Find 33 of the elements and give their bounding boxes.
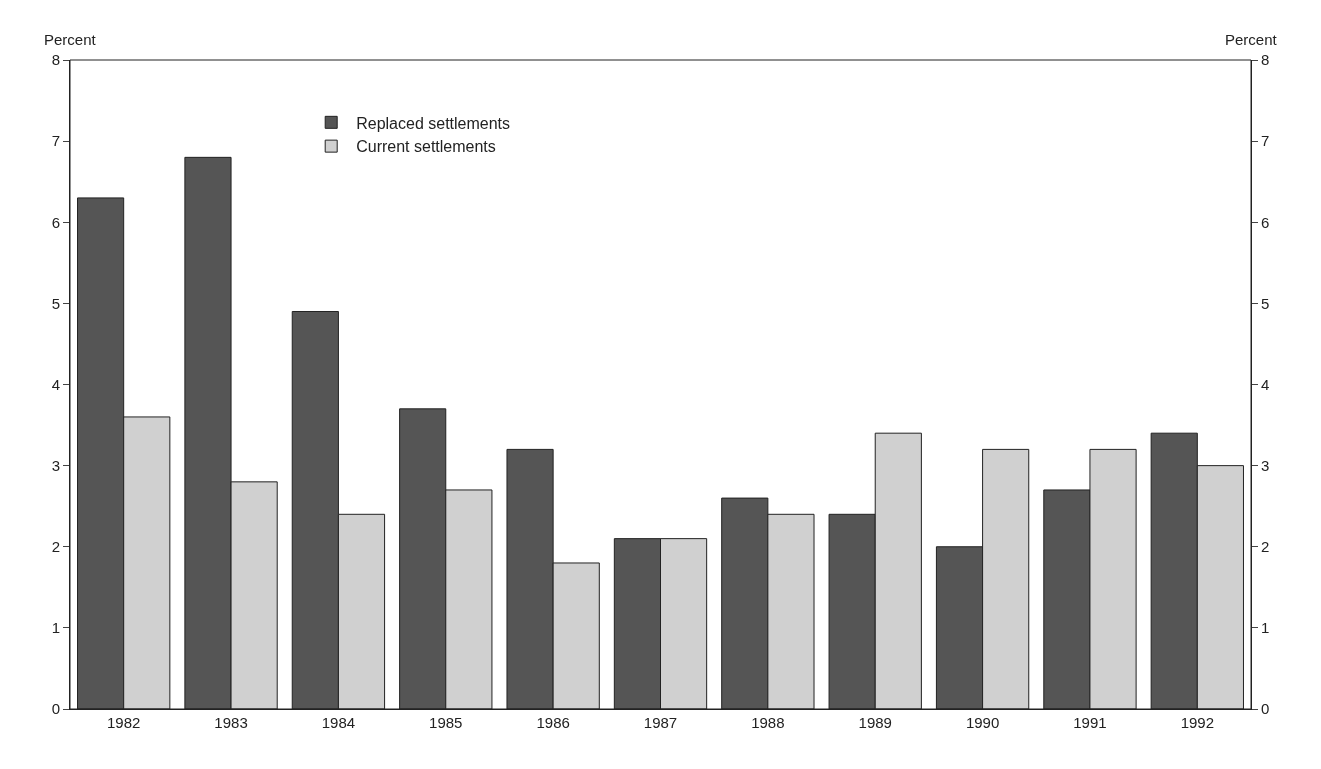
y2-axis-title: Percent xyxy=(1225,31,1278,48)
x-tick-label: 1987 xyxy=(643,714,678,731)
y-tick-label: 4 xyxy=(51,375,60,393)
x-tick-label: 1989 xyxy=(858,714,892,731)
y-tick-label: 7 xyxy=(51,132,60,150)
y2-tick-label: 8 xyxy=(1261,51,1270,69)
y2-tick-label: 3 xyxy=(1261,456,1270,474)
x-tick-label: 1983 xyxy=(214,714,248,731)
x-tick-label: 1988 xyxy=(751,714,785,731)
y-tick-label: 5 xyxy=(51,294,60,312)
y-axis-title: Percent xyxy=(44,31,97,48)
x-tick-label: 1992 xyxy=(1180,714,1215,731)
legend-label: Replaced settlements xyxy=(356,114,511,132)
y-tick-label: 2 xyxy=(51,538,60,555)
x-tick-label: 1982 xyxy=(106,714,141,731)
y2-tick-label: 1 xyxy=(1261,619,1270,637)
x-tick-label: 1984 xyxy=(321,714,356,731)
y2-tick-label: 0 xyxy=(1261,700,1270,718)
y-tick-label: 0 xyxy=(51,700,60,718)
x-tick-label: 1986 xyxy=(536,714,570,731)
y-tick-label: 6 xyxy=(51,213,60,231)
y-tick-label: 3 xyxy=(51,456,60,474)
x-tick-label: 1985 xyxy=(429,714,463,731)
x-tick-label: 1990 xyxy=(965,714,1000,731)
y2-tick-label: 6 xyxy=(1261,213,1270,231)
x-tick-label: 1991 xyxy=(1073,714,1107,731)
y2-tick-label: 7 xyxy=(1261,132,1270,150)
y2-tick-label: 2 xyxy=(1261,538,1270,555)
y-tick-label: 8 xyxy=(51,51,60,69)
y2-tick-label: 5 xyxy=(1261,294,1270,312)
y2-tick-label: 4 xyxy=(1261,375,1270,393)
y-tick-label: 1 xyxy=(51,619,60,637)
legend-label: Current settlements xyxy=(356,138,496,156)
